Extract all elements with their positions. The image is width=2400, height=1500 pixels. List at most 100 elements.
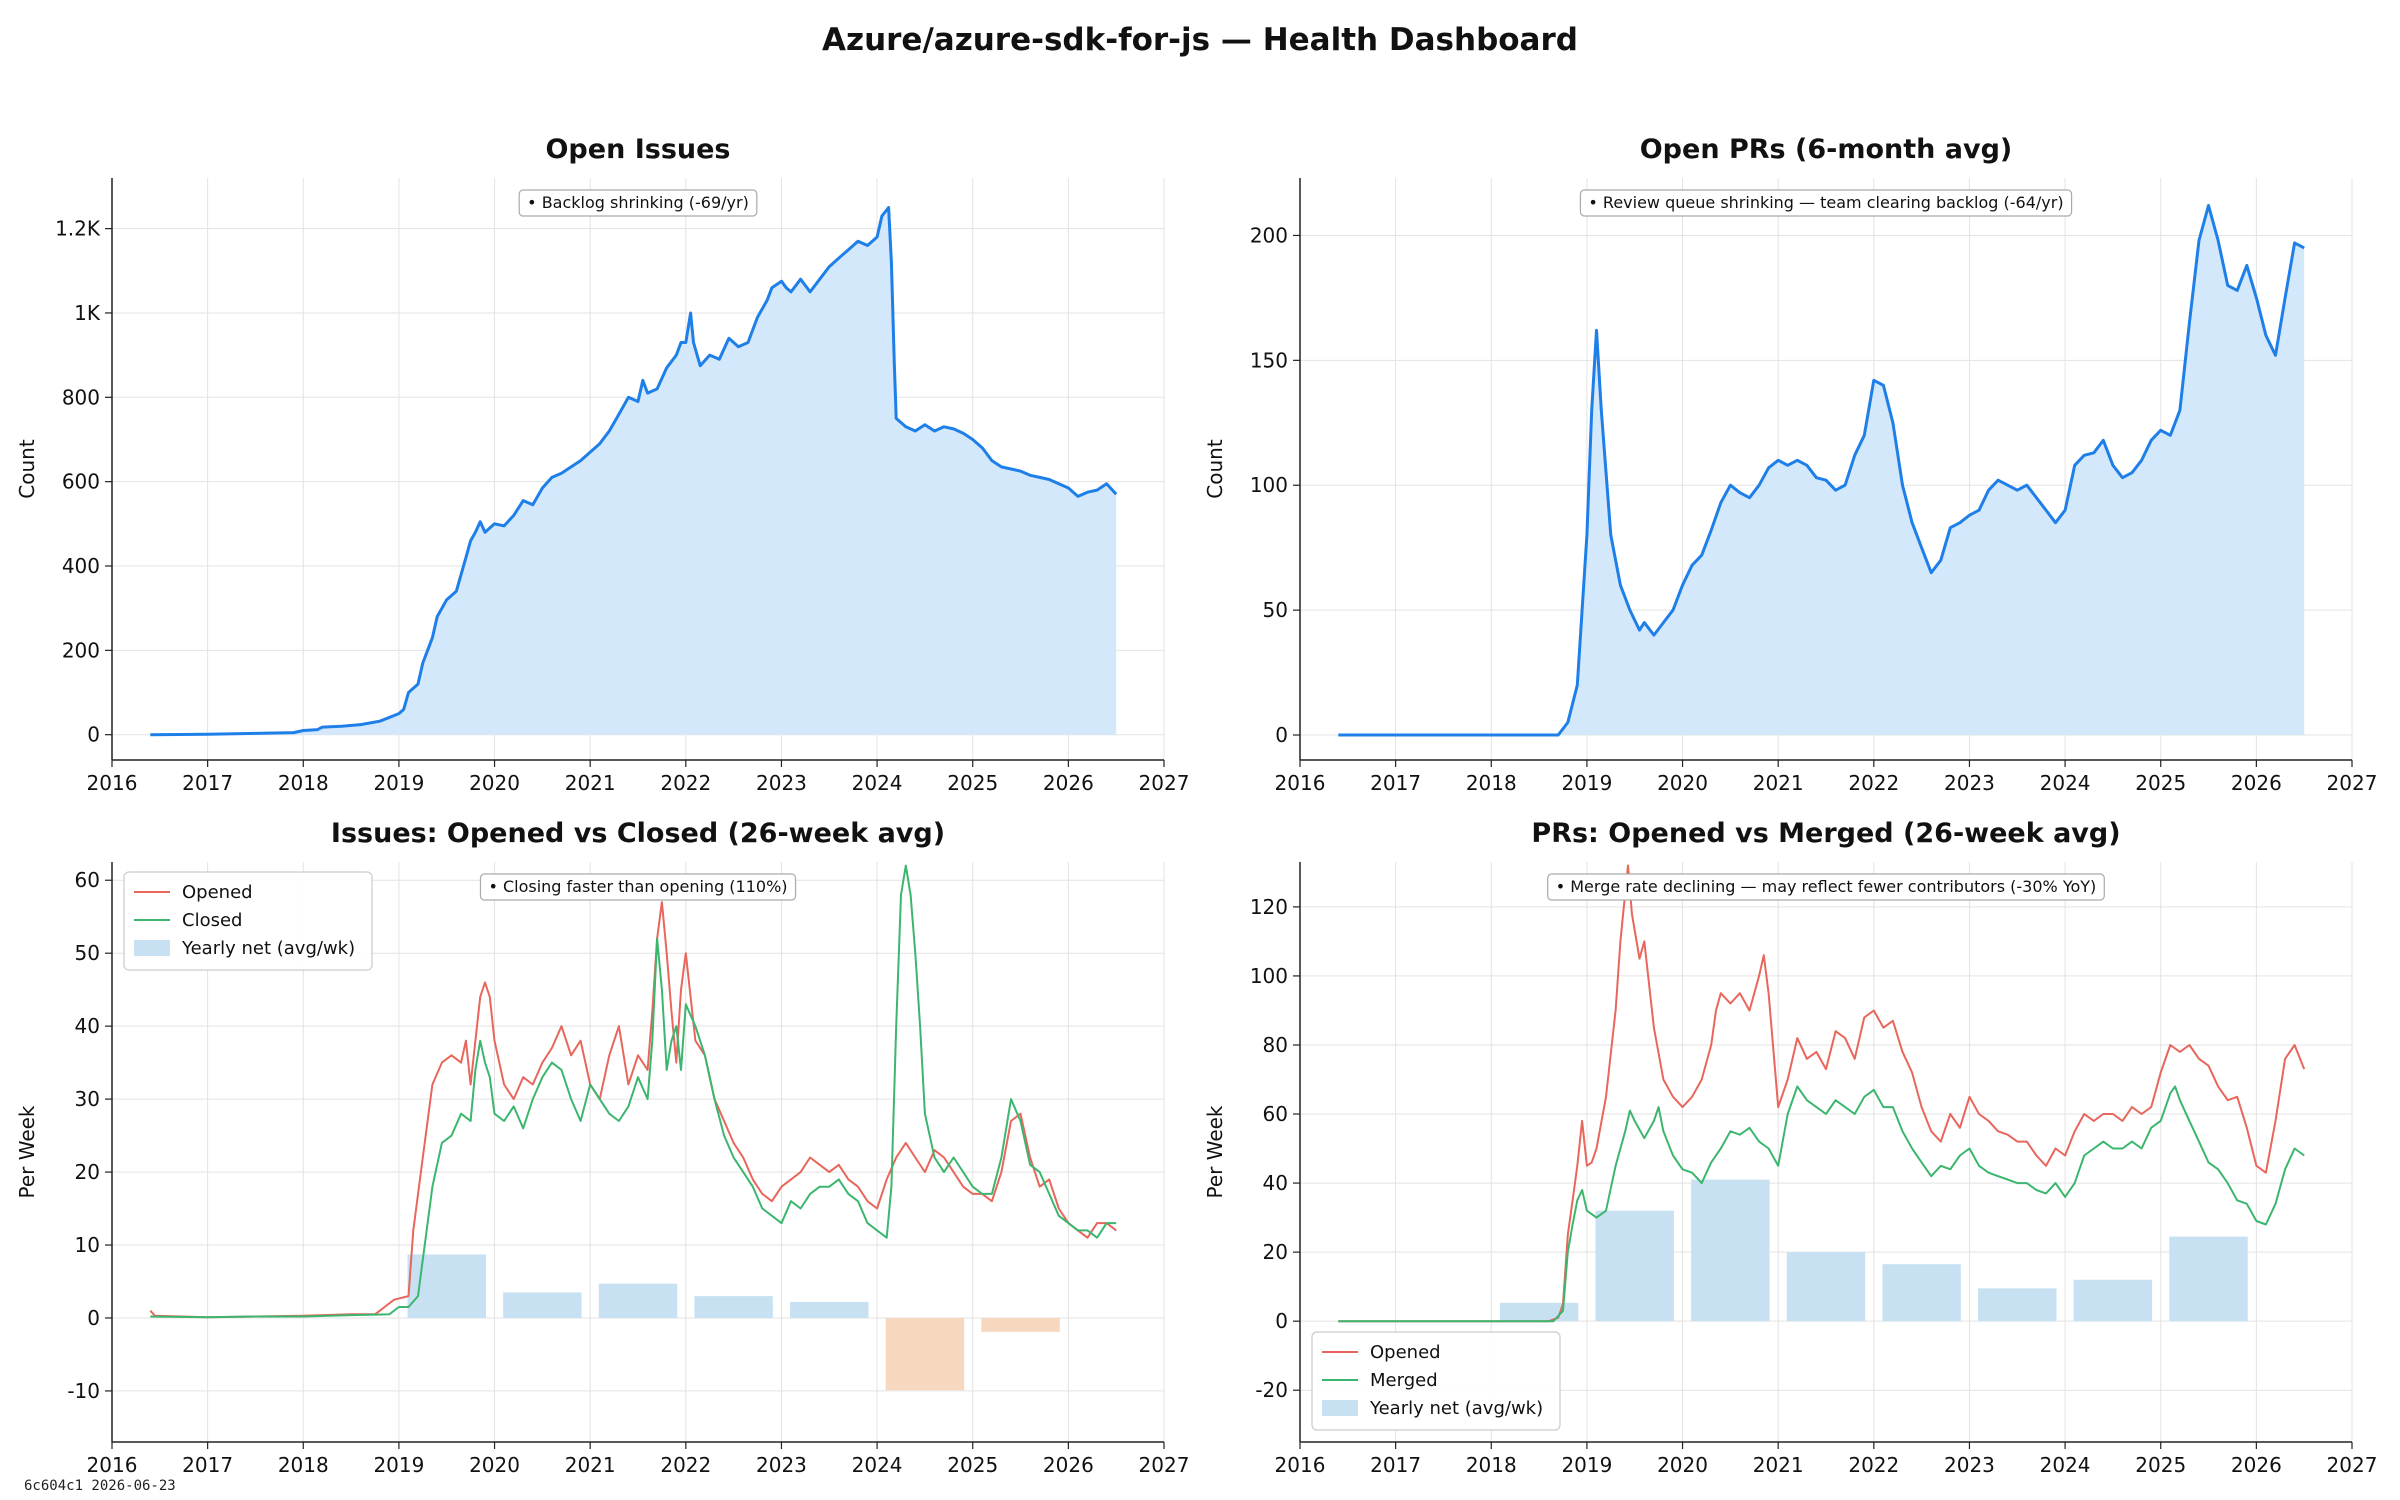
- y-tick-label: 100: [1250, 473, 1288, 497]
- area-fill: [150, 207, 1117, 735]
- chart-open_issues: 2016 2017 2018 2019 2020 2021 2022 2023 2024 2025…: [15, 134, 1189, 795]
- x-tick-label: 2024: [2040, 771, 2091, 795]
- x-tick-label: 2016: [87, 771, 138, 795]
- x-tick-label: 2018: [278, 771, 329, 795]
- annotation-box: • Merge rate declining — may reflect few…: [1547, 873, 2105, 901]
- net-bar: [2169, 1236, 2248, 1322]
- x-tick-label: 2018: [278, 1453, 329, 1477]
- x-tick-label: 2024: [852, 771, 903, 795]
- x-tick-label: 2027: [1139, 771, 1190, 795]
- x-tick-label: 2021: [565, 1453, 616, 1477]
- y-tick-label: 400: [62, 554, 100, 578]
- area-fill: [1338, 205, 2305, 736]
- x-tick-label: 2022: [660, 771, 711, 795]
- series-line: [150, 206, 1118, 737]
- y-tick-label: 120: [1250, 895, 1288, 919]
- net-bar: [694, 1296, 773, 1318]
- legend-label: Yearly net (avg/wk): [1369, 1398, 1543, 1419]
- y-tick-label: 40: [75, 1014, 100, 1038]
- y-tick-label: 50: [1263, 598, 1288, 622]
- series-line-merged: [1338, 1085, 2305, 1323]
- x-tick-label: 2019: [373, 1453, 424, 1477]
- x-tick-label: 2017: [1370, 771, 1421, 795]
- chart-title: PRs: Opened vs Merged (26-week avg): [1531, 818, 2120, 849]
- x-tick-label: 2023: [756, 771, 807, 795]
- legend-swatch-net: [134, 940, 170, 956]
- x-tick-label: 2025: [2135, 1453, 2186, 1477]
- annotation-frame: [518, 189, 758, 217]
- chart-open_prs: 2016 2017 2018 2019 2020 2021 2022 2023 2024 2025…: [1203, 134, 2377, 795]
- y-axis-label: Count: [1203, 439, 1227, 499]
- legend-label: Opened: [182, 882, 253, 903]
- x-tick-label: 2022: [660, 1453, 711, 1477]
- legend-label: Yearly net (avg/wk): [181, 938, 355, 959]
- y-tick-label: 60: [75, 868, 100, 892]
- x-tick-label: 2020: [469, 1453, 520, 1477]
- legend-frame: [1311, 1331, 1561, 1431]
- x-tick-label: 2017: [1370, 1453, 1421, 1477]
- y-tick-label: 100: [1250, 964, 1288, 988]
- chart-title: Issues: Opened vs Closed (26-week avg): [331, 818, 945, 849]
- x-tick-label: 2024: [852, 1453, 903, 1477]
- chart-title: Open PRs (6-month avg): [1640, 134, 2013, 165]
- net-bar: [598, 1283, 678, 1318]
- x-tick-label: 2021: [1753, 771, 1804, 795]
- legend: Opened Merged Yearly net (avg/wk): [1311, 1331, 1561, 1431]
- y-tick-label: 40: [1263, 1171, 1288, 1195]
- net-bar: [981, 1317, 1060, 1332]
- x-tick-label: 2016: [1275, 771, 1326, 795]
- annotation-text: • Merge rate declining — may reflect few…: [1556, 877, 2097, 896]
- y-tick-label: -10: [67, 1379, 100, 1403]
- y-axis-label: Per Week: [1203, 1105, 1227, 1198]
- y-tick-label: 20: [75, 1160, 100, 1184]
- net-bar: [407, 1254, 486, 1318]
- x-tick-label: 2025: [947, 1453, 998, 1477]
- x-tick-label: 2027: [2327, 1453, 2378, 1477]
- net-bar: [1978, 1288, 2057, 1322]
- net-bar: [1595, 1210, 1674, 1322]
- annotation-frame: [479, 873, 797, 901]
- x-tick-label: 2025: [947, 771, 998, 795]
- net-bar: [1882, 1264, 1961, 1322]
- series-line-opened: [1338, 864, 2306, 1323]
- chart-prs_opened_merged: 2016 2017 2018 2019 2020 2021 2022 2023 2024 2025…: [1203, 818, 2377, 1477]
- y-tick-label: 80: [1263, 1033, 1288, 1057]
- legend: Opened Closed Yearly net (avg/wk): [123, 871, 373, 971]
- y-tick-label: 0: [87, 723, 100, 747]
- y-tick-label: 200: [1250, 223, 1288, 247]
- legend-label: Opened: [1370, 1342, 1441, 1363]
- y-tick-label: 1.2K: [55, 217, 101, 241]
- y-axis-label: Per Week: [15, 1105, 39, 1198]
- x-tick-label: 2017: [182, 771, 233, 795]
- y-tick-label: -20: [1255, 1378, 1288, 1402]
- y-tick-label: 1K: [74, 301, 101, 325]
- net-bar: [885, 1317, 965, 1391]
- x-tick-label: 2023: [1944, 771, 1995, 795]
- x-tick-label: 2019: [1561, 771, 1612, 795]
- net-bar: [503, 1292, 582, 1318]
- legend-swatch-net: [1322, 1400, 1358, 1416]
- net-bar: [2073, 1279, 2153, 1322]
- y-tick-label: 20: [1263, 1240, 1288, 1264]
- x-tick-label: 2016: [87, 1453, 138, 1477]
- x-tick-label: 2026: [2231, 1453, 2282, 1477]
- y-tick-label: 10: [75, 1233, 100, 1257]
- x-tick-label: 2019: [373, 771, 424, 795]
- x-tick-label: 2023: [756, 1453, 807, 1477]
- y-axis-label: Count: [15, 439, 39, 499]
- x-tick-label: 2021: [1753, 1453, 1804, 1477]
- chart-title: Open Issues: [545, 134, 730, 165]
- y-tick-label: 0: [1275, 723, 1288, 747]
- y-tick-label: 200: [62, 638, 100, 662]
- annotation-text: • Closing faster than opening (110%): [488, 877, 787, 896]
- x-tick-label: 2021: [565, 771, 616, 795]
- legend-label: Merged: [1370, 1370, 1438, 1391]
- chart-issues_opened_closed: 2016 2017 2018 2019 2020 2021 2022 2023 2024 2025…: [15, 818, 1189, 1477]
- annotation-box: • Backlog shrinking (-69/yr): [518, 189, 758, 217]
- y-tick-label: 0: [87, 1306, 100, 1330]
- net-bar: [1499, 1302, 1579, 1322]
- legend-label: Closed: [182, 910, 242, 931]
- x-tick-label: 2026: [1043, 771, 1094, 795]
- x-tick-label: 2025: [2135, 771, 2186, 795]
